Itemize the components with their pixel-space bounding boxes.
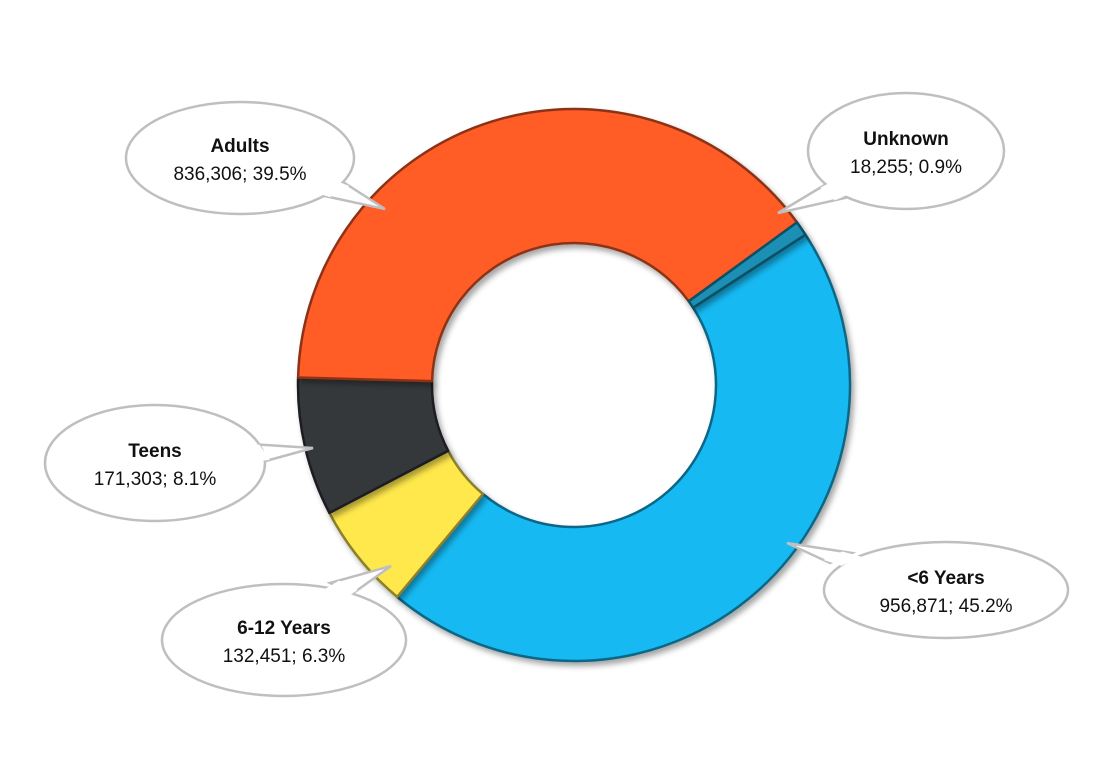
callout-seam xyxy=(312,179,350,198)
data-label-lt-6-years: <6 Years 956,871; 45.2% xyxy=(786,540,1070,640)
callout-seam xyxy=(823,551,862,566)
label-value: 132,451; 6.3% xyxy=(223,646,346,667)
label-category: 6-12 Years xyxy=(237,618,331,639)
callout-seam xyxy=(325,580,358,599)
label-value: 956,871; 45.2% xyxy=(879,596,1012,617)
callout-bubble xyxy=(43,403,267,523)
data-label-teens: Teens 171,303; 8.1% xyxy=(43,403,314,523)
donut-slices xyxy=(296,107,852,663)
label-category: Unknown xyxy=(863,129,949,150)
callout-bubble xyxy=(822,540,1070,640)
callout-seam xyxy=(820,179,852,201)
data-labels: <6 Years 956,871; 45.2% 6-12 Years 132,451;… xyxy=(43,91,1070,698)
label-category: Adults xyxy=(210,136,269,157)
data-label-6-12-years: 6-12 Years 132,451; 6.3% xyxy=(160,564,408,698)
data-label-adults: Adults 836,306; 39.5% xyxy=(124,100,386,216)
callout-bubble xyxy=(160,582,408,698)
label-category: <6 Years xyxy=(907,568,984,589)
data-label-unknown: Unknown 18,255; 0.9% xyxy=(777,91,1006,215)
callout-bubble xyxy=(806,91,1006,211)
label-value: 836,306; 39.5% xyxy=(173,164,306,185)
callout-seam xyxy=(240,444,270,463)
label-value: 171,303; 8.1% xyxy=(94,469,217,490)
label-category: Teens xyxy=(128,441,182,462)
callout-bubble xyxy=(124,100,356,216)
label-value: 18,255; 0.9% xyxy=(850,157,962,178)
slice-lt-6-years xyxy=(395,233,852,663)
slice-unknown xyxy=(687,221,807,309)
